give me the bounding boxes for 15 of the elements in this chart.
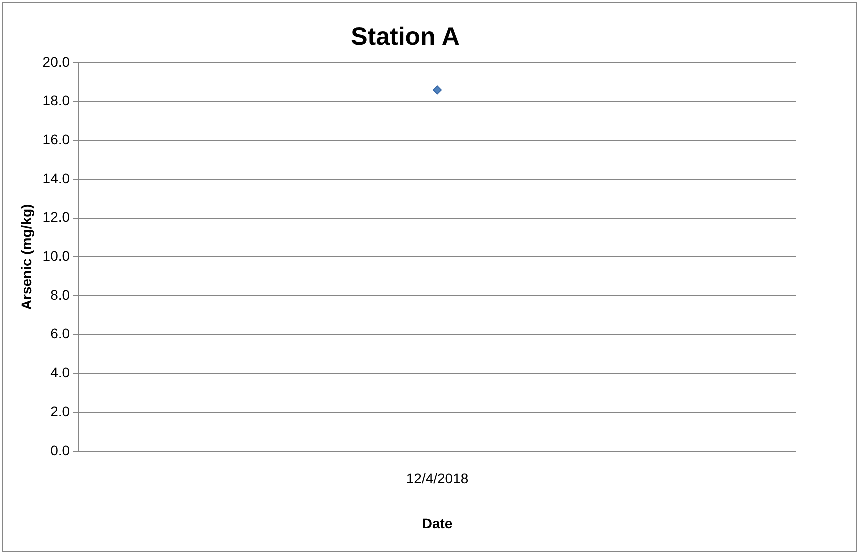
y-tick-label: 0.0 bbox=[50, 442, 70, 458]
y-tick-label: 4.0 bbox=[50, 364, 70, 381]
x-axis-title: Date bbox=[422, 515, 453, 532]
y-tick-label: 18.0 bbox=[42, 92, 70, 109]
chart-title: Station A bbox=[351, 22, 460, 51]
y-tick-label: 20.0 bbox=[42, 54, 70, 70]
y-tick-label: 12.0 bbox=[42, 209, 70, 226]
y-tick-label: 6.0 bbox=[50, 326, 70, 342]
y-tick-label: 2.0 bbox=[50, 403, 70, 420]
y-tick-label: 14.0 bbox=[42, 170, 70, 186]
y-tick-label: 10.0 bbox=[42, 248, 70, 264]
y-axis-title: Arsenic (mg/kg) bbox=[18, 204, 34, 310]
y-tick-label: 16.0 bbox=[42, 132, 70, 148]
x-tick-label: 12/4/2018 bbox=[406, 470, 469, 487]
y-tick-label: 8.0 bbox=[50, 286, 70, 303]
